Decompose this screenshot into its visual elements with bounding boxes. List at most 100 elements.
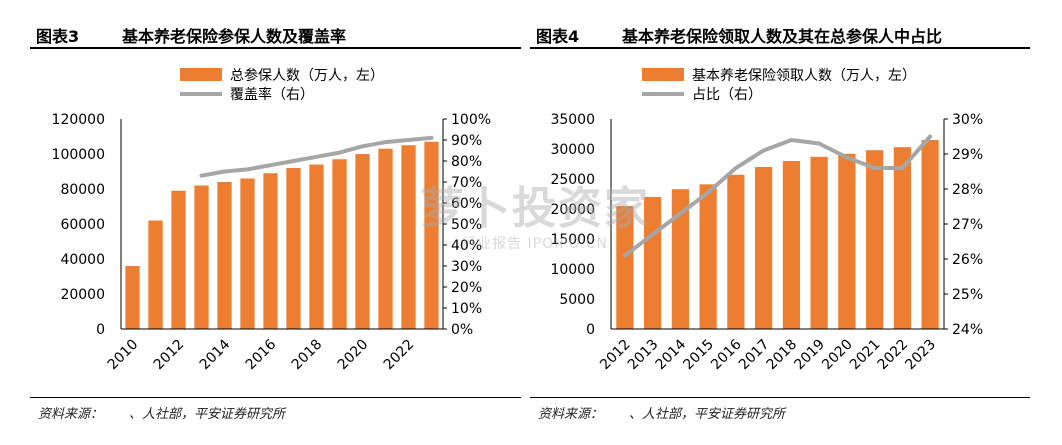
bar [424,141,439,329]
chart-panel-4: 图表4 基本养老保险领取人数及其在总参保人中占比 基本养老保险领取人数（万人，左… [530,0,1030,445]
x-tick-label: 2017 [736,337,773,374]
x-tick-label: 2012 [597,337,634,374]
bar [616,206,634,329]
y-right-tick-label: 40% [451,238,482,254]
y-left-tick-label: 5000 [559,292,595,308]
chart-title: 基本养老保险领取人数及其在总参保人中占比 [622,27,943,46]
bar [263,173,278,329]
bar [355,154,370,329]
y-left-tick-label: 60000 [60,217,105,233]
y-left-tick-label: 20000 [550,202,595,218]
x-tick-label: 2016 [708,336,745,373]
bar [286,168,301,329]
legend-label-bar: 基本养老保险领取人数（万人，左） [692,67,916,84]
x-tick-label: 2019 [791,337,828,374]
legend-label-bar: 总参保人数（万人，左） [230,67,384,84]
y-left-tick-label: 35000 [550,112,595,128]
bar [401,145,416,329]
y-right-tick-label: 30% [952,112,983,128]
x-tick-label: 2020 [335,337,372,374]
figure-label: 图表4 [536,27,580,46]
bar [217,182,232,329]
y-left-tick-label: 80000 [60,182,105,198]
line-series [622,134,933,258]
x-tick-label: 2010 [105,337,142,374]
y-left-tick-label: 0 [586,322,595,338]
footer-rule [30,397,521,398]
y-right-tick-label: 29% [952,147,983,163]
source-note: 资料来源： 、人社部，平安证券研究所 [538,407,786,422]
bar [309,164,324,329]
bar [838,153,856,329]
bar [727,174,745,329]
y-right-tick-label: 50% [451,217,482,233]
y-left-tick-label: 120000 [52,112,105,128]
y-right-tick-label: 28% [952,182,983,198]
y-right-tick-label: 90% [451,133,482,149]
bar [671,189,689,329]
bar [810,156,828,329]
y-left-tick-label: 40000 [60,252,105,268]
x-tick-label: 2022 [381,337,418,374]
panel-header: 图表4 基本养老保险领取人数及其在总参保人中占比 [530,14,1030,48]
bar [148,220,163,329]
legend-swatch-bar [642,68,684,81]
y-right-tick-label: 60% [451,196,482,212]
chart-panel-3: 图表3 基本养老保险参保人数及覆盖率 总参保人数（万人，左） 覆盖率（右） 0 200… [30,0,521,445]
y-right-tick-label: 27% [952,217,983,233]
x-tick-label: 2021 [847,337,884,374]
x-tick-label: 2016 [243,336,280,373]
panel-header: 图表3 基本养老保险参保人数及覆盖率 [30,14,521,48]
y-right-tick-label: 70% [451,175,482,191]
y-left-tick-label: 15000 [550,232,595,248]
bar [921,140,939,329]
bar [240,178,255,329]
legend-swatch-bar [180,68,222,81]
y-right-tick-label: 100% [451,112,491,128]
x-tick-label: 2023 [902,337,939,374]
y-left-tick-label: 0 [96,322,105,338]
bar [699,184,717,329]
footer-rule [530,397,1030,398]
y-right-tick-label: 10% [451,301,482,317]
y-left-tick-label: 25000 [550,172,595,188]
bar [644,197,662,329]
y-left-tick-label: 20000 [60,287,105,303]
x-tick-label: 2018 [289,337,326,374]
chart-canvas: 基本养老保险领取人数（万人，左） 占比（右） 0 5000 10000 15000 2000… [550,67,983,374]
bar [755,167,773,329]
bar [378,148,393,329]
header-rule [30,47,521,49]
x-tick-label: 2014 [653,336,690,373]
y-left-tick-label: 10000 [550,262,595,278]
x-tick-label: 2022 [875,337,912,374]
y-right-tick-label: 20% [451,280,482,296]
x-tick-label: 2018 [764,337,801,374]
y-right-tick-label: 26% [952,252,983,268]
bar [194,185,209,329]
y-right-tick-label: 25% [952,287,983,303]
bar [893,147,911,329]
y-right-tick-label: 0% [451,322,473,338]
x-tick-label: 2014 [197,336,234,373]
y-left-tick-label: 30000 [550,142,595,158]
y-right-tick-label: 24% [952,322,983,338]
x-tick-label: 2015 [680,337,717,374]
bar [332,159,347,329]
y-right-tick-label: 30% [451,259,482,275]
legend-label-line: 覆盖率（右） [230,86,314,103]
chart-title: 基本养老保险参保人数及覆盖率 [122,27,347,46]
x-tick-label: 2013 [625,337,662,374]
source-note: 资料来源： 、人社部，平安证券研究所 [38,407,286,422]
y-left-tick-label: 100000 [52,147,105,163]
x-tick-label: 2012 [151,337,188,374]
bar [782,161,800,329]
header-rule [530,47,1030,49]
bar [171,190,186,329]
bar [866,150,884,329]
y-right-tick-label: 80% [451,154,482,170]
bar [125,266,140,329]
x-tick-label: 2020 [819,337,856,374]
line-series [199,135,434,178]
chart-canvas: 总参保人数（万人，左） 覆盖率（右） 0 20000 40000 60000 80000 10… [52,67,491,374]
